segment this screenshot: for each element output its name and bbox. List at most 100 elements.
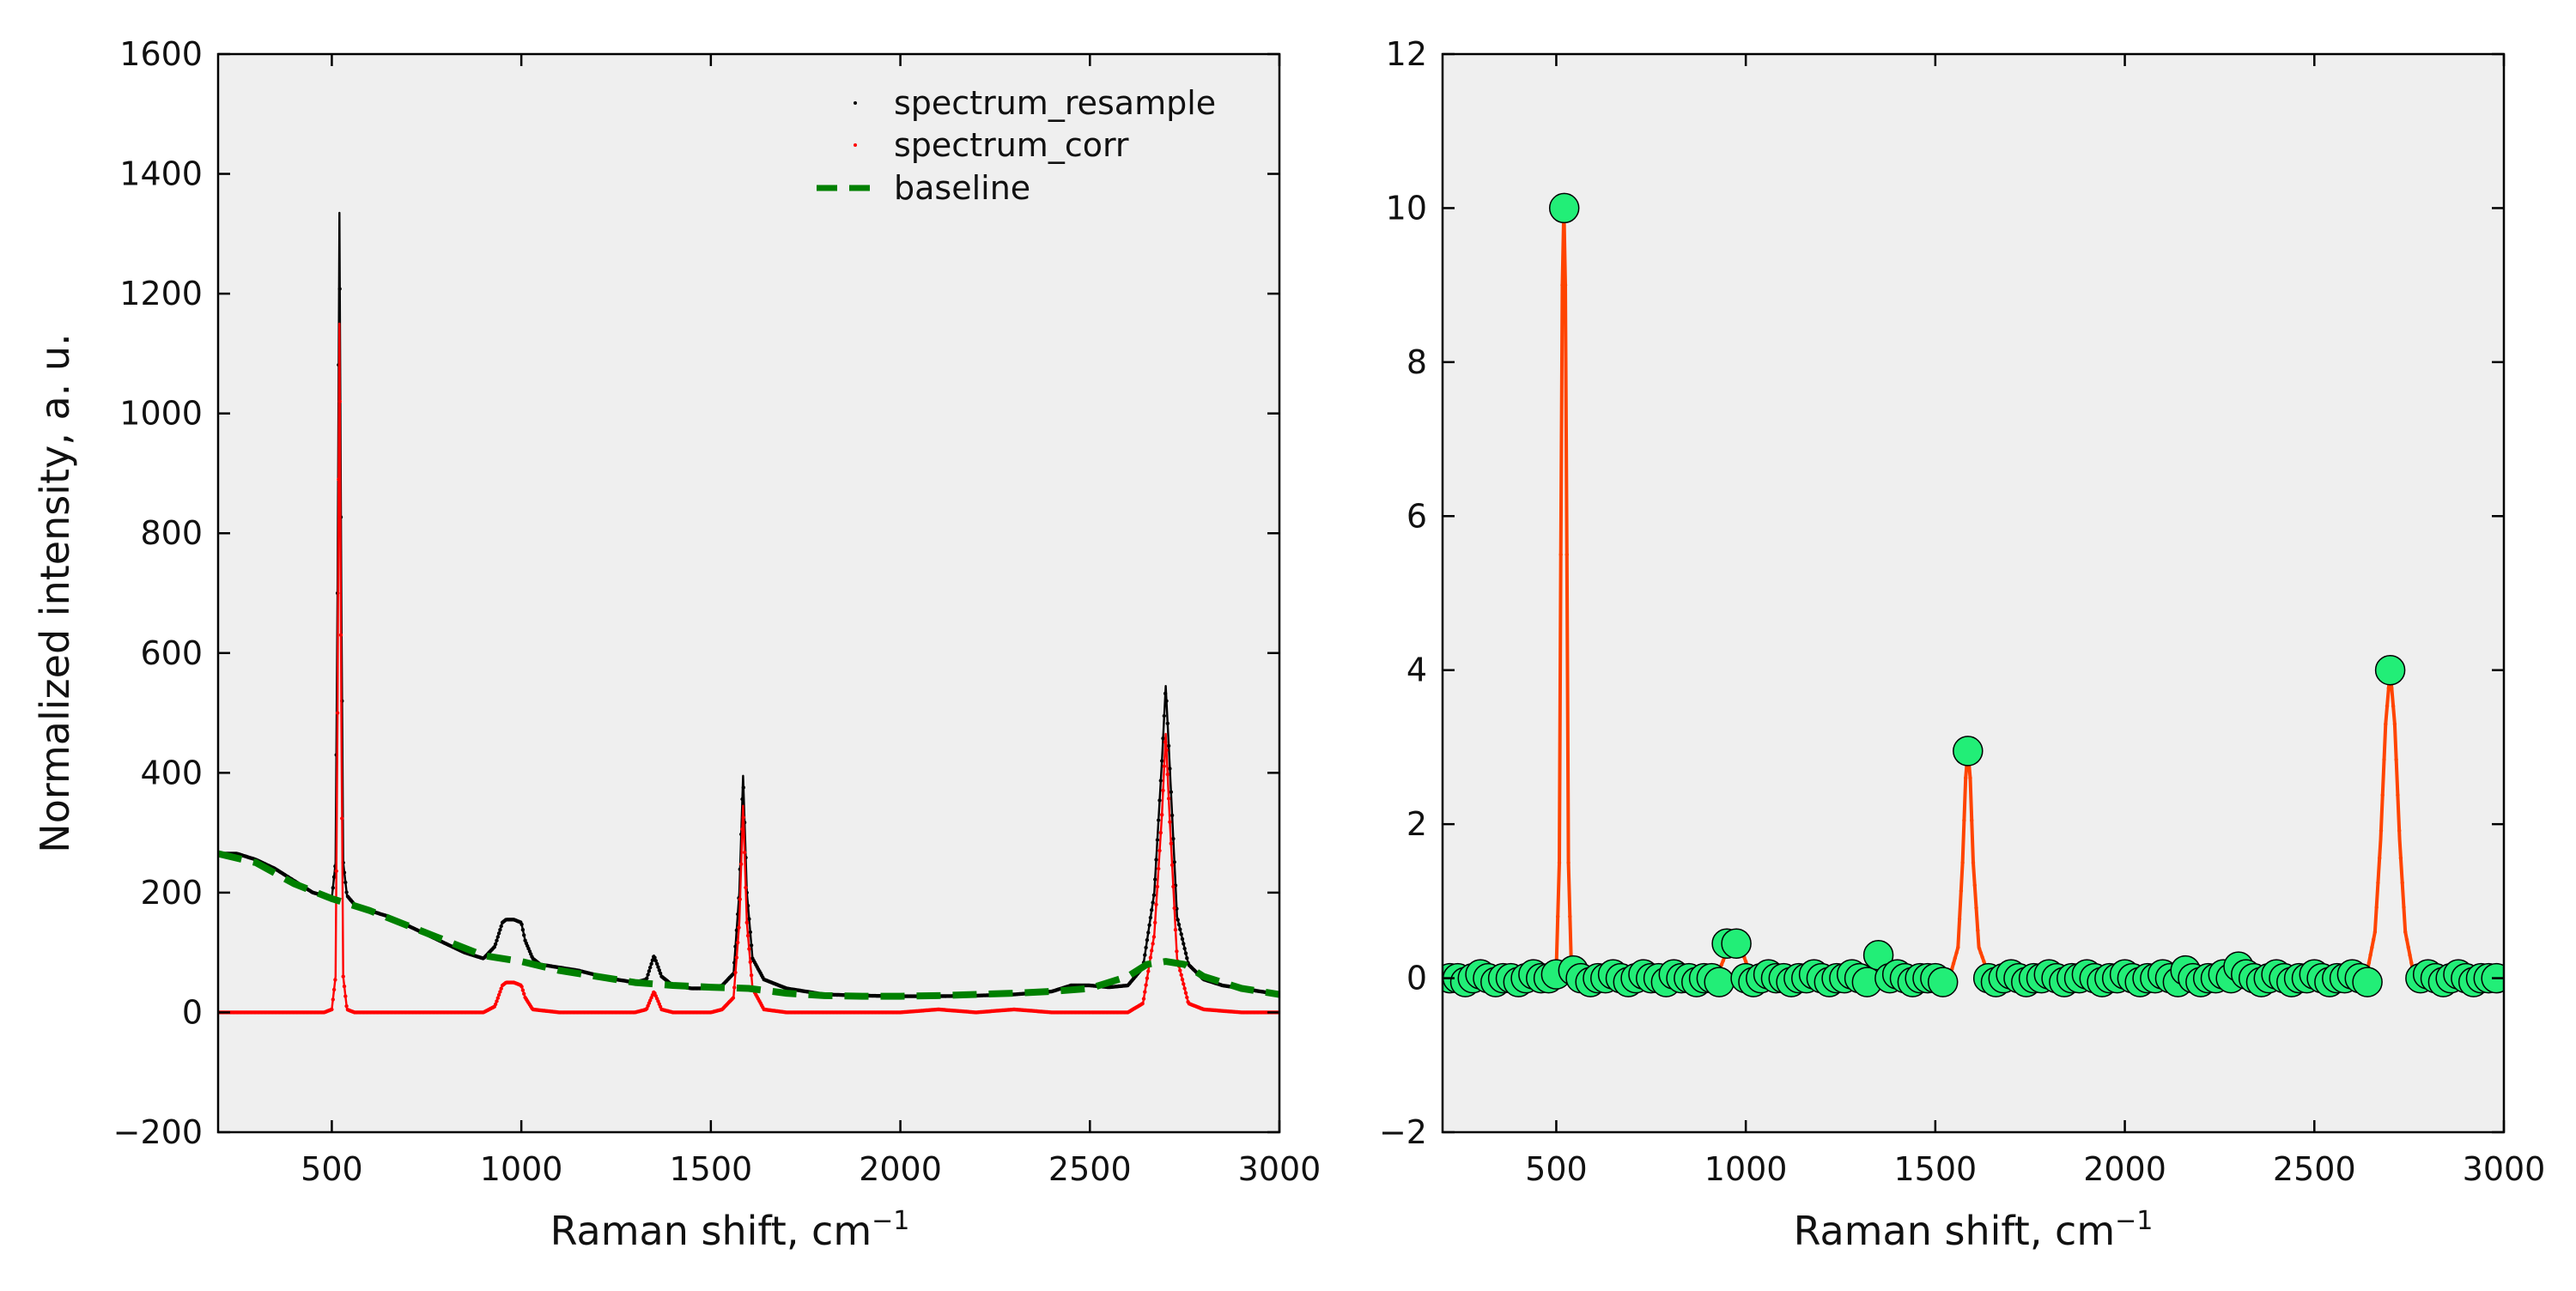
left-y-tick-label: 800 — [140, 514, 203, 552]
right-y-tick-label: 6 — [1406, 497, 1427, 535]
left-plot-area — [218, 54, 1279, 1132]
right-fit-point — [1974, 906, 1978, 910]
right-peak-marker — [1721, 928, 1752, 959]
right-x-tick-label: 3000 — [2463, 1150, 2546, 1188]
right-x-tick-label: 500 — [1525, 1150, 1588, 1188]
right-fit-point — [2403, 930, 2408, 934]
legend-item-spectrum-resample: spectrum_resample — [854, 84, 1216, 122]
legend-item-baseline: baseline — [817, 169, 1030, 207]
right-x-axis-label-main: Raman shift, cm — [1794, 1208, 2116, 1254]
right-x-axis-label-superscript: −1 — [2115, 1206, 2153, 1236]
right-x-tick-label: 1000 — [1704, 1150, 1788, 1188]
right-fit-point — [2370, 945, 2374, 949]
left-ticks-group: 500 1000 1500 2000 2500 3000 −200 0 200 400 600 800… — [113, 35, 1321, 1188]
right-fit-point — [1970, 818, 1974, 822]
left-line-baseline — [218, 850, 1279, 1000]
left-x-axis-label-superscript: −1 — [872, 1206, 909, 1236]
right-y-tick-label: −2 — [1379, 1113, 1427, 1151]
right-fit-point — [1976, 928, 1980, 933]
right-fit-point — [1953, 956, 1957, 961]
right-fit-point — [1968, 776, 1972, 780]
right-peak-marker — [1704, 967, 1735, 997]
left-x-axis-label-main: Raman shift, cm — [550, 1208, 872, 1254]
right-x-tick-label: 2000 — [2083, 1150, 2166, 1188]
right-fit-point — [1566, 860, 1571, 865]
right-fit-point — [1557, 860, 1562, 865]
right-fit-point — [1954, 950, 1959, 955]
left-series-group — [218, 211, 1279, 1015]
right-fit-point — [1951, 961, 1956, 966]
right-peak-marker — [2352, 967, 2383, 997]
right-peak-marker — [1953, 736, 1984, 767]
right-chart: 500 1000 1500 2000 2500 3000 −2 0 2 4 6 8 10 12 Raman… — [1379, 35, 2545, 1254]
right-fit-point — [2378, 856, 2382, 860]
right-fit-point — [2409, 961, 2414, 965]
right-fit-point — [1960, 860, 1965, 865]
right-peak-marker — [1927, 967, 1959, 997]
right-series-group — [1443, 192, 2504, 997]
right-fit-point — [2391, 704, 2396, 708]
right-y-tick-label: 8 — [1406, 343, 1427, 381]
right-fit-point — [1977, 946, 1982, 951]
legend-label-spectrum-resample: spectrum_resample — [894, 84, 1216, 122]
right-fit-point — [2396, 793, 2400, 797]
right-fit-point — [2386, 686, 2391, 690]
right-fit-point — [1556, 914, 1560, 919]
right-fit-point — [2398, 856, 2403, 860]
right-fit-point — [1971, 860, 1976, 865]
right-fit-point — [2372, 930, 2378, 934]
left-y-tick-label: 1400 — [119, 155, 203, 193]
right-fit-point — [1721, 959, 1725, 963]
legend-marker-spectrum-resample — [854, 101, 857, 105]
left-x-tick-label: 2500 — [1048, 1150, 1132, 1188]
right-y-tick-label: 0 — [1406, 960, 1427, 997]
right-plot-frame — [1441, 52, 2506, 1134]
right-fit-point — [2379, 828, 2384, 833]
left-x-tick-label: 2000 — [859, 1150, 942, 1188]
right-fit-point — [1959, 888, 1964, 894]
left-y-tick-label: 600 — [140, 634, 203, 672]
right-fit-point — [1560, 282, 1564, 288]
right-peak-marker — [1548, 192, 1580, 224]
right-fit-point — [1568, 914, 1572, 919]
right-fit-point — [2397, 828, 2402, 833]
left-y-tick-label: −200 — [113, 1113, 203, 1151]
right-y-tick-label: 12 — [1386, 35, 1427, 73]
left-x-tick-label: 1500 — [669, 1150, 752, 1188]
right-plot-area — [1443, 54, 2504, 1132]
right-fit-point — [1962, 818, 1966, 822]
right-y-tick-label: 10 — [1386, 189, 1427, 227]
left-y-tick-label: 1600 — [119, 35, 203, 73]
left-y-tick-label: 1200 — [119, 275, 203, 312]
left-x-tick-label: 500 — [301, 1150, 363, 1188]
right-series-series-1 — [1443, 192, 2504, 997]
right-fit-point — [1558, 552, 1563, 557]
right-fit-point — [2385, 704, 2390, 708]
right-fit-point — [1978, 950, 1983, 955]
right-fit-point — [1957, 917, 1962, 922]
left-y-tick-label: 0 — [182, 993, 203, 1031]
right-fit-point — [2374, 905, 2379, 910]
left-x-axis-label: Raman shift, cm−1 — [550, 1206, 910, 1254]
right-fit-point — [1719, 962, 1724, 967]
right-y-tick-label: 2 — [1406, 805, 1427, 843]
legend-marker-spectrum-corr — [854, 143, 857, 147]
right-fit-point — [2402, 905, 2406, 910]
right-fit-point — [2368, 953, 2372, 957]
left-chart: 500 1000 1500 2000 2500 3000 −200 0 200 400 600 800… — [32, 35, 1321, 1254]
right-fit-point — [2384, 722, 2388, 726]
left-x-tick-label: 3000 — [1238, 1150, 1321, 1188]
right-ticks-group: 500 1000 1500 2000 2500 3000 −2 0 2 4 6 8 10 12 — [1379, 35, 2545, 1188]
legend-label-spectrum-corr: spectrum_corr — [894, 126, 1129, 164]
right-fit-point — [1982, 959, 1986, 964]
legend: spectrum_resample spectrum_corr baseline — [817, 84, 1216, 207]
left-y-tick-label: 400 — [140, 754, 203, 791]
right-fit-point — [2376, 881, 2380, 885]
right-fit-point — [2408, 953, 2412, 957]
right-fit-point — [2394, 757, 2398, 762]
right-fit-point — [2404, 937, 2409, 942]
left-series-baseline — [218, 850, 1279, 1000]
left-y-tick-label: 1000 — [119, 395, 203, 433]
right-fit-point — [1743, 959, 1748, 964]
